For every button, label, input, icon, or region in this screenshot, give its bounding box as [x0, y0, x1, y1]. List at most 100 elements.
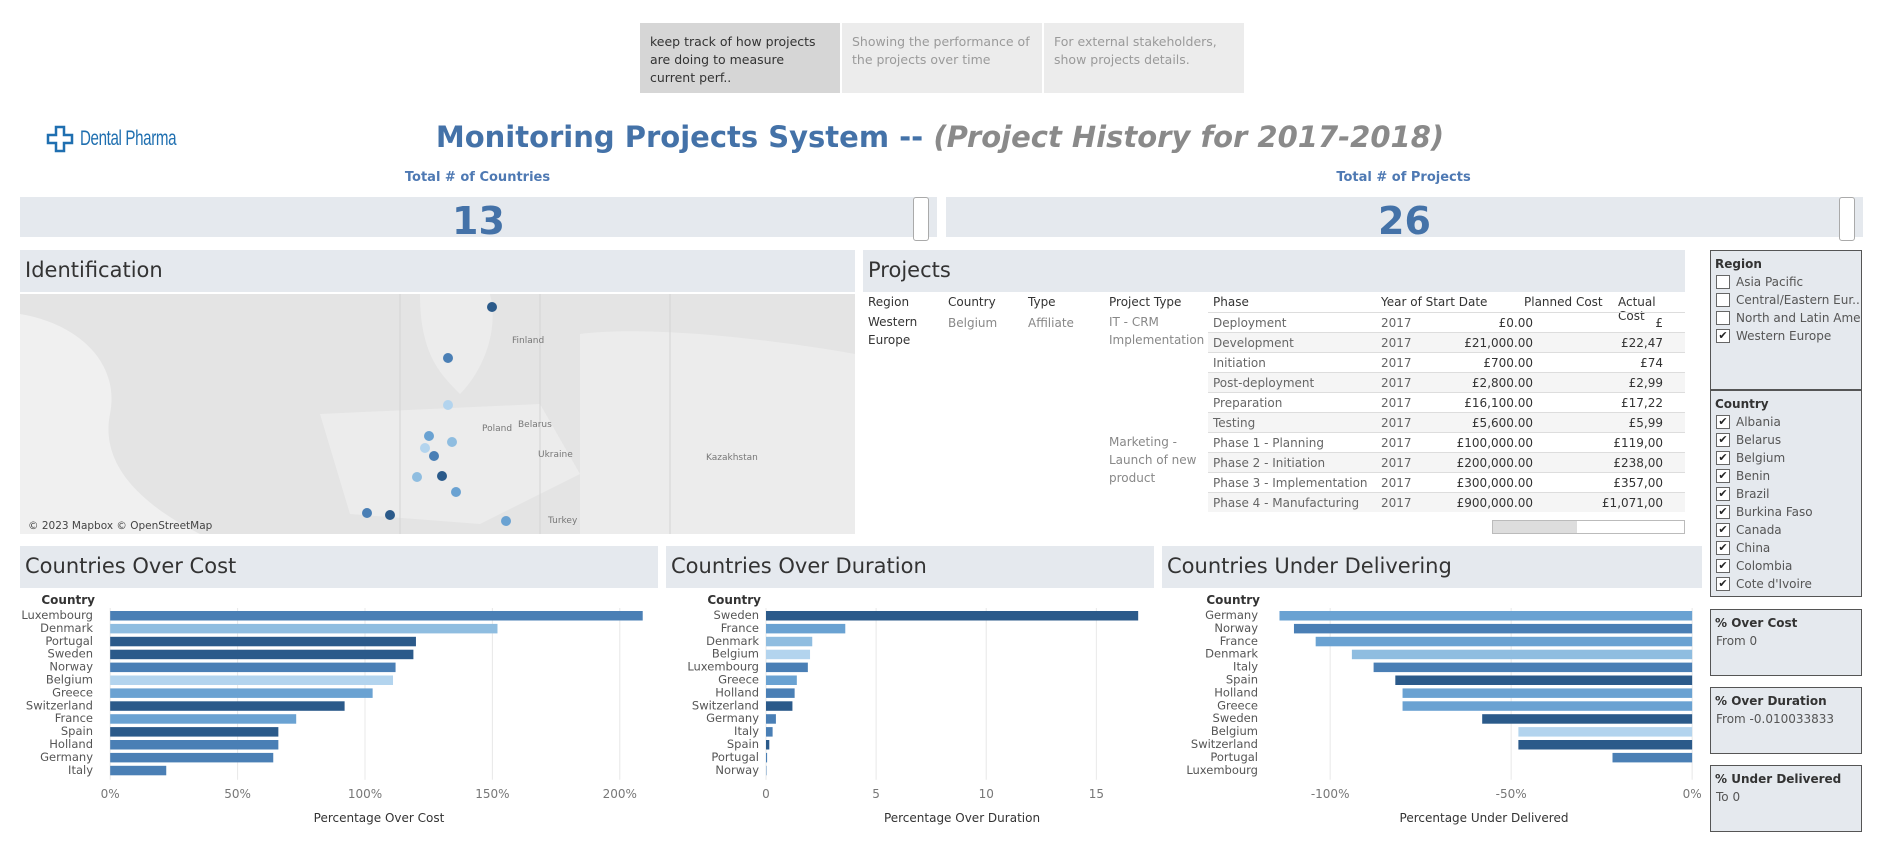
region-option[interactable]: Central/Eastern Eur..: [1711, 291, 1861, 309]
over-cost-filter[interactable]: % Over Cost From 0: [1710, 609, 1862, 676]
map-marker[interactable]: [385, 510, 395, 520]
bar: [766, 727, 773, 737]
checkbox-icon[interactable]: ✔: [1716, 487, 1730, 501]
kpi-countries-label: Total # of Countries: [404, 170, 551, 185]
country-option[interactable]: ✔ Cote d'Ivoire: [1711, 575, 1861, 593]
category-label: Holland: [1214, 685, 1258, 699]
checkbox-icon[interactable]: [1716, 275, 1730, 289]
bar: [1612, 752, 1693, 763]
over-duration-filter[interactable]: % Over Duration From -0.010033833: [1710, 687, 1862, 754]
map-marker[interactable]: [420, 443, 430, 453]
table-row[interactable]: Testing 2017 £5,600.00 £5,99: [1208, 412, 1685, 432]
map-label: Finland: [512, 336, 545, 346]
kpi-countries-value: 13: [452, 199, 505, 243]
column-header[interactable]: Region: [868, 295, 910, 309]
country-option[interactable]: ✔ Belgium: [1711, 449, 1861, 467]
country-option[interactable]: ✔ Burkina Faso: [1711, 503, 1861, 521]
checkbox-icon[interactable]: ✔: [1716, 451, 1730, 465]
country-map[interactable]: Finland Poland Belarus Ukraine Kazakhsta…: [20, 294, 855, 534]
bar: [110, 611, 643, 621]
checkbox-icon[interactable]: ✔: [1716, 559, 1730, 573]
category-label: Holland: [715, 685, 759, 699]
region-option[interactable]: ✔ Western Europe: [1711, 327, 1861, 345]
bar: [766, 701, 793, 711]
map-marker[interactable]: [437, 471, 447, 481]
country-option[interactable]: ✔ Albania: [1711, 413, 1861, 431]
checkbox-icon[interactable]: ✔: [1716, 577, 1730, 591]
region-option[interactable]: Asia Pacific: [1711, 273, 1861, 291]
bar: [110, 740, 279, 750]
tab-label: Showing the performance of the projects …: [852, 34, 1030, 67]
map-marker[interactable]: [424, 431, 434, 441]
projects-table: Region Country Type Project Type Phase Y…: [863, 290, 1685, 520]
under-delivered-filter[interactable]: % Under Delivered To 0: [1710, 765, 1862, 832]
tab-external-stakeholders[interactable]: For external stakeholders, show projects…: [1044, 23, 1244, 93]
category-label: Sweden: [1213, 711, 1258, 725]
map-marker[interactable]: [447, 437, 457, 447]
scroll-handle[interactable]: [913, 197, 929, 241]
column-header[interactable]: Year of Start Date: [1381, 295, 1488, 309]
over-cost-chart: Country 0% 50% 100% 150% 200% LuxembourgDenmar…: [21, 593, 643, 825]
column-header[interactable]: Planned Cost: [1524, 295, 1603, 309]
checkbox-icon[interactable]: ✔: [1716, 433, 1730, 447]
axis-label: Percentage Over Cost: [314, 811, 445, 825]
table-row[interactable]: Phase 2 - Initiation 2017 £200,000.00 £238,…: [1208, 452, 1685, 472]
checkbox-icon[interactable]: [1716, 311, 1730, 325]
column-header[interactable]: Type: [1028, 295, 1056, 309]
phase-cell: Post-deployment: [1213, 376, 1315, 390]
bar: [766, 752, 768, 763]
bar: [110, 701, 345, 711]
bar: [766, 662, 808, 673]
column-header[interactable]: Project Type: [1109, 295, 1182, 309]
region-option[interactable]: North and Latin Ame..: [1711, 309, 1861, 327]
category-label: Switzerland: [26, 698, 93, 712]
map-marker[interactable]: [443, 353, 453, 363]
planned-cost-cell: £100,000.00: [1456, 436, 1533, 450]
country-option[interactable]: ✔ Colombia: [1711, 557, 1861, 575]
country-option[interactable]: ✔ Belarus: [1711, 431, 1861, 449]
country-option[interactable]: ✔ Canada: [1711, 521, 1861, 539]
map-marker[interactable]: [451, 487, 461, 497]
checkbox-icon[interactable]: ✔: [1716, 523, 1730, 537]
table-scrollbar-horizontal[interactable]: [1492, 520, 1685, 534]
checkbox-icon[interactable]: ✔: [1716, 415, 1730, 429]
category-label: France: [721, 621, 759, 635]
map-marker[interactable]: [412, 472, 422, 482]
company-logo: Dental Pharma: [46, 122, 214, 156]
country-option[interactable]: ✔ China: [1711, 539, 1861, 557]
map-marker[interactable]: [362, 508, 372, 518]
map-marker[interactable]: [501, 516, 511, 526]
checkbox-icon[interactable]: ✔: [1716, 469, 1730, 483]
table-row[interactable]: Post-deployment 2017 £2,800.00 £2,99: [1208, 372, 1685, 392]
checkbox-icon[interactable]: ✔: [1716, 541, 1730, 555]
map-marker[interactable]: [443, 400, 453, 410]
option-label: Canada: [1736, 523, 1782, 537]
bar: [1279, 611, 1693, 621]
tab-current-performance[interactable]: keep track of how projects are doing to …: [640, 23, 840, 93]
map-marker[interactable]: [487, 302, 497, 312]
tick-label: -100%: [1311, 787, 1350, 801]
map-marker[interactable]: [429, 451, 439, 461]
table-row[interactable]: Phase 1 - Planning 2017 £100,000.00 £119,00: [1208, 432, 1685, 452]
country-option[interactable]: ✔ Brazil: [1711, 485, 1861, 503]
under-delivering-chart: Country -100% -50% 0% GermanyNorwayFranceDen…: [1186, 593, 1701, 825]
country-option[interactable]: ✔ Benin: [1711, 467, 1861, 485]
checkbox-icon[interactable]: ✔: [1716, 329, 1730, 343]
scroll-handle[interactable]: [1839, 197, 1855, 241]
table-row[interactable]: Deployment 2017 £0.00 £: [1208, 312, 1685, 332]
checkbox-icon[interactable]: ✔: [1716, 505, 1730, 519]
checkbox-icon[interactable]: [1716, 293, 1730, 307]
tab-performance-over-time[interactable]: Showing the performance of the projects …: [842, 23, 1042, 93]
column-header[interactable]: Phase: [1213, 295, 1249, 309]
table-row[interactable]: Phase 4 - Manufacturing 2017 £900,000.00 £1…: [1208, 492, 1685, 512]
table-row[interactable]: Development 2017 £21,000.00 £22,47: [1208, 332, 1685, 352]
table-row[interactable]: Preparation 2017 £16,100.00 £17,22: [1208, 392, 1685, 412]
option-label: Belgium: [1736, 451, 1786, 465]
column-header[interactable]: Country: [948, 295, 996, 309]
year-cell: 2017: [1381, 376, 1412, 390]
map-background: [20, 294, 855, 534]
table-row[interactable]: Phase 3 - Implementation 2017 £300,000.00 £…: [1208, 472, 1685, 492]
year-cell: 2017: [1381, 396, 1412, 410]
category-label: France: [55, 711, 93, 725]
table-row[interactable]: Initiation 2017 £700.00 £74: [1208, 352, 1685, 372]
